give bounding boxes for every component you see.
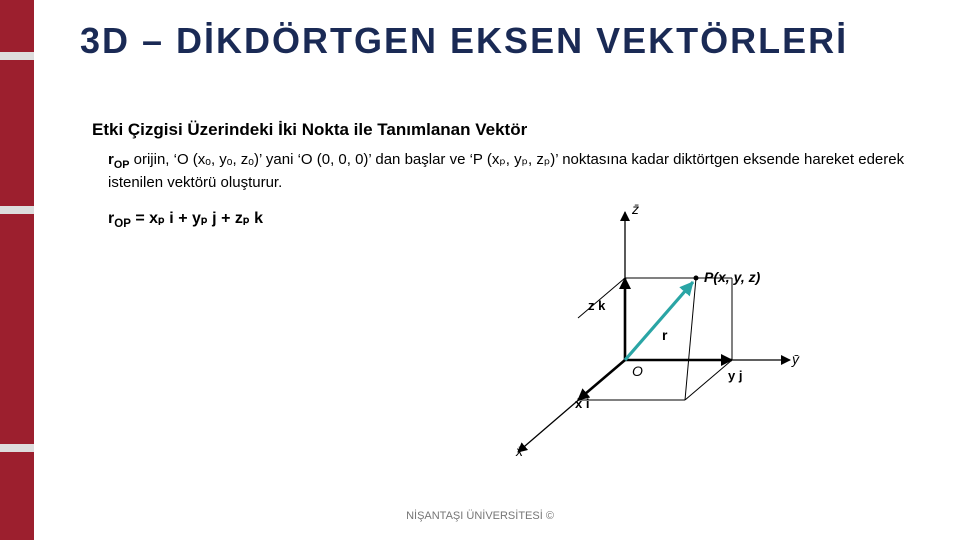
svg-text:z̄: z̄ [631, 201, 639, 217]
svg-text:ȳ: ȳ [791, 351, 800, 367]
vector-diagram-svg: z̄ ȳ x̄ z k y j x i r P(x, y, z) O [470, 200, 810, 460]
left-accent-bar [0, 0, 34, 540]
footer-copyright: NİŞANTAŞI ÜNİVERSİTESİ © [0, 510, 960, 522]
svg-text:r: r [662, 327, 668, 343]
r-op-symbol: rOP [108, 151, 129, 168]
body-paragraph-text: orijin, ‘O (xₒ, yₒ, zₒ)’ yani ‘O (0, 0, … [108, 151, 904, 191]
vector-diagram: z̄ ȳ x̄ z k y j x i r P(x, y, z) O [470, 200, 810, 460]
page-title: 3D – DİKDÖRTGEN EKSEN VEKTÖRLERİ [80, 20, 920, 62]
body-paragraph: rOP orijin, ‘O (xₒ, yₒ, zₒ)’ yani ‘O (0,… [108, 150, 908, 193]
formula-lhs: rOP [108, 210, 131, 227]
svg-text:y j: y j [728, 368, 742, 383]
formula-rhs: = xₚ i + yₚ j + zₚ k [131, 210, 263, 227]
svg-text:z k: z k [588, 298, 606, 313]
svg-text:O: O [632, 363, 643, 379]
svg-text:x i: x i [575, 396, 589, 411]
subheading: Etki Çizgisi Üzerindeki İki Nokta ile Ta… [92, 120, 912, 140]
svg-text:x̄: x̄ [515, 443, 524, 459]
accent-bar-svg [0, 0, 34, 540]
formula: rOP = xₚ i + yₚ j + zₚ k [108, 208, 508, 230]
svg-text:P(x, y, z): P(x, y, z) [704, 269, 761, 285]
